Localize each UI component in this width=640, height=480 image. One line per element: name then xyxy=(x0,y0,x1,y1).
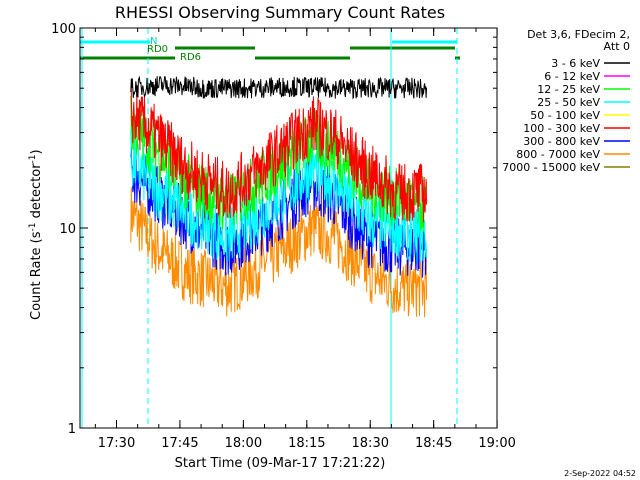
x-tick-label: 18:45 xyxy=(415,436,452,451)
y-axis-label-end: ) xyxy=(29,149,44,154)
legend-label: 7000 - 15000 keV xyxy=(502,161,600,174)
y-axis-label-sup1: -1 xyxy=(28,222,38,231)
x-tick-label: 19:00 xyxy=(478,436,515,451)
x-tick-label: 18:15 xyxy=(288,436,325,451)
legend-label: 25 - 50 keV xyxy=(537,96,600,109)
series-line xyxy=(130,86,428,223)
y-tick-label: 100 xyxy=(51,22,76,37)
flag-rd0-label: RD0 xyxy=(147,44,168,55)
y-axis-label-mid: detector xyxy=(29,163,44,223)
y-axis-label-main: Count Rate (s xyxy=(29,231,44,320)
legend-label: 12 - 25 keV xyxy=(537,83,600,96)
flag-rd6-label: RD6 xyxy=(180,52,201,63)
y-tick-label: 1 xyxy=(68,422,76,437)
legend-label: 3 - 6 keV xyxy=(551,57,600,70)
legend-label: 300 - 800 keV xyxy=(523,135,600,148)
x-axis-label: Start Time (09-Mar-17 17:21:22) xyxy=(175,456,386,471)
footer-timestamp: 2-Sep-2022 04:52 xyxy=(564,469,636,478)
legend-header: Det 3,6, FDecim 2, xyxy=(527,28,630,41)
legend-label: 6 - 12 keV xyxy=(544,70,600,83)
series-line xyxy=(130,187,428,318)
legend-label: 800 - 7000 keV xyxy=(516,148,600,161)
x-tick-label: 17:30 xyxy=(98,436,135,451)
y-axis-label: Count Rate (s-1 detector-1) xyxy=(28,149,44,320)
legend-label: 50 - 100 keV xyxy=(530,109,600,122)
legend-label: 100 - 300 keV xyxy=(523,122,600,135)
y-axis-label-sup2: -1 xyxy=(28,154,38,163)
x-tick-label: 17:45 xyxy=(161,436,198,451)
y-tick-label: 10 xyxy=(59,222,76,237)
flag-n-label: N xyxy=(150,36,157,47)
chart-title: RHESSI Observing Summary Count Rates xyxy=(115,3,445,22)
x-tick-label: 18:30 xyxy=(352,436,389,451)
series-line xyxy=(130,75,428,100)
x-tick-label: 18:00 xyxy=(225,436,262,451)
legend-header: Att 0 xyxy=(604,40,630,53)
series-line xyxy=(130,130,428,264)
